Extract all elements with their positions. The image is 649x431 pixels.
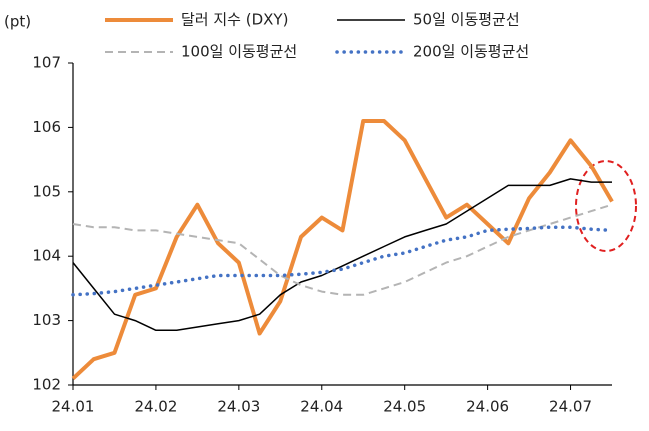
legend-label: 100일 이동평균선 [181, 43, 297, 61]
series-line [72, 203, 613, 296]
x-tick-label: 24.06 [466, 398, 509, 416]
series-line [71, 119, 614, 381]
x-tick-label: 24.07 [549, 398, 592, 416]
y-tick-label: 106 [32, 118, 61, 136]
series-line [72, 178, 612, 332]
y-tick-label: 103 [32, 311, 61, 329]
x-tick-label: 24.01 [52, 398, 95, 416]
y-tick-label: 105 [32, 182, 61, 200]
x-tick-label: 24.02 [134, 398, 177, 416]
y-tick-label: 107 [32, 54, 61, 72]
highlight-ellipse [575, 160, 637, 252]
y-tick-label: 104 [32, 247, 61, 265]
x-tick-label: 24.03 [217, 398, 260, 416]
legend-label: 200일 이동평균선 [413, 43, 529, 61]
legend-label: 달러 지수 (DXY) [181, 11, 288, 29]
x-tick-label: 24.04 [300, 398, 343, 416]
series-line [71, 225, 614, 297]
y-tick-label: 102 [32, 376, 61, 394]
y-axis-label: (pt) [4, 13, 31, 31]
legend-label: 50일 이동평균선 [413, 11, 520, 29]
x-tick-label: 24.05 [383, 398, 426, 416]
